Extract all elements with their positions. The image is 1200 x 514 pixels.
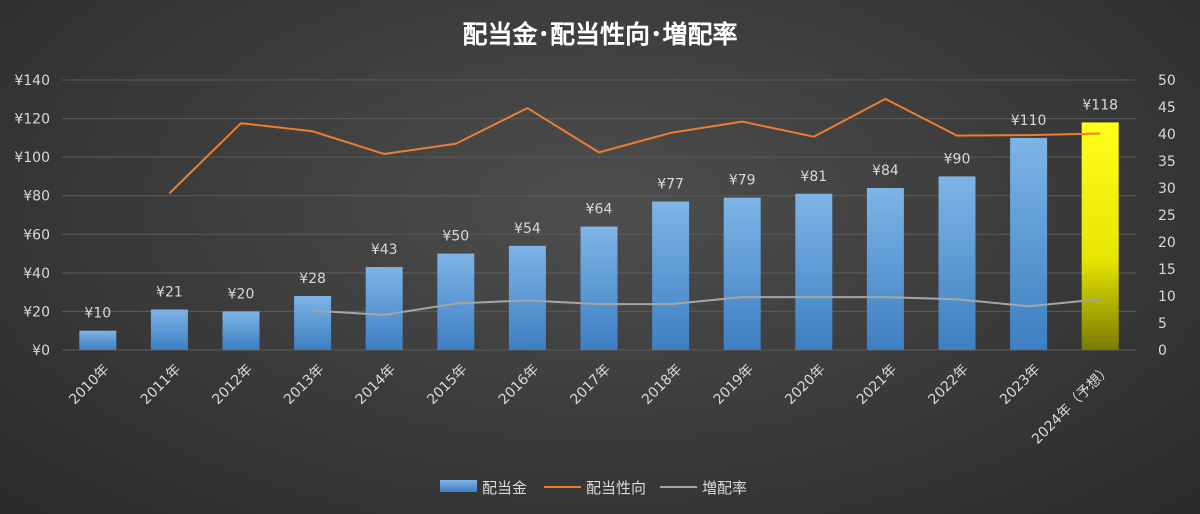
bar [294, 296, 332, 350]
bar-data-label: ¥21 [156, 285, 183, 301]
y-right-tick-label: 50 [1158, 73, 1176, 89]
x-tick-label: 2014年 [353, 362, 399, 408]
bar [580, 226, 618, 350]
bar-data-label: ¥28 [299, 271, 326, 287]
bar [795, 193, 833, 350]
bar-data-label: ¥43 [371, 242, 398, 258]
line-growth-rate [312, 296, 1101, 316]
bar [437, 253, 475, 350]
x-tick-label: 2020年 [782, 362, 828, 408]
y-left-tick-label: ¥60 [23, 227, 50, 243]
x-tick-label: 2023年 [997, 362, 1043, 408]
x-tick-label: 2011年 [138, 362, 184, 408]
legend-label: 増配率 [702, 479, 747, 497]
y-left-tick-label: ¥0 [32, 343, 50, 359]
x-tick-label: 2022年 [925, 362, 971, 408]
bar-data-label: ¥54 [514, 221, 541, 237]
y-axis-right: 0 5 10 15 20 25 30 35 40 45 50 [1158, 73, 1176, 359]
bar-data-label: ¥110 [1011, 113, 1047, 129]
line-series [168, 97, 1101, 316]
bar [79, 330, 117, 350]
bar-data-label: ¥10 [84, 306, 111, 322]
legend-label: 配当性向 [586, 479, 646, 497]
x-tick-label: 2013年 [281, 362, 327, 408]
legend-swatch-bar [440, 480, 477, 492]
x-tick-label: 2017年 [567, 362, 613, 408]
y-left-tick-label: ¥140 [14, 73, 50, 89]
legend: 配当金 配当性向 増配率 [440, 479, 747, 497]
bar-data-label: ¥81 [800, 169, 827, 185]
chart-title: 配当金･配当性向･増配率 [462, 20, 737, 49]
bar-data-label: ¥64 [586, 202, 613, 218]
bar-data-label: ¥20 [228, 286, 255, 302]
x-tick-label: 2024年（予想） [1029, 362, 1115, 448]
line-payout-ratio [168, 97, 1101, 195]
bar [723, 197, 761, 350]
bar [1010, 137, 1048, 350]
x-tick-label: 2018年 [639, 362, 685, 408]
bar-data-label: ¥79 [729, 173, 756, 189]
bar [938, 176, 976, 350]
bar-data-label: ¥90 [944, 151, 971, 167]
x-axis: 2010年 2011年 2012年 2013年 2014年 2015年 2016年 2017年… [66, 362, 1115, 448]
y-left-tick-label: ¥40 [23, 266, 50, 282]
y-left-tick-label: ¥80 [23, 189, 50, 205]
y-right-tick-label: 30 [1158, 181, 1176, 197]
bar [222, 311, 260, 350]
y-right-tick-label: 45 [1158, 100, 1176, 116]
x-tick-label: 2016年 [496, 362, 542, 408]
y-right-tick-label: 40 [1158, 127, 1176, 143]
y-right-tick-label: 20 [1158, 235, 1176, 251]
bar [365, 267, 403, 350]
bar [508, 245, 546, 350]
bar-data-label: ¥118 [1082, 97, 1118, 113]
bar-highlight [1081, 122, 1119, 350]
bar-data-label: ¥50 [442, 229, 469, 245]
x-tick-label: 2012年 [209, 362, 255, 408]
y-left-tick-label: ¥120 [14, 112, 50, 128]
y-right-tick-label: 10 [1158, 289, 1176, 305]
bar [652, 201, 690, 350]
legend-label: 配当金 [482, 479, 527, 497]
y-right-tick-label: 5 [1158, 316, 1167, 332]
bar [150, 309, 188, 350]
bar-series [79, 122, 1119, 350]
bar-data-labels: ¥10 ¥21 ¥20 ¥28 ¥43 ¥50 ¥54 ¥64 ¥77 ¥79 ¥81 ¥84 ¥90 ¥… [84, 97, 1118, 321]
y-right-tick-label: 15 [1158, 262, 1176, 278]
bar [866, 188, 904, 350]
y-right-tick-label: 35 [1158, 154, 1176, 170]
y-axis-left: ¥0 ¥20 ¥40 ¥60 ¥80 ¥100 ¥120 ¥140 [14, 73, 50, 359]
y-left-tick-label: ¥100 [14, 150, 50, 166]
y-left-tick-label: ¥20 [23, 304, 50, 320]
y-right-tick-label: 0 [1158, 343, 1167, 359]
x-tick-label: 2021年 [854, 362, 900, 408]
bar-data-label: ¥84 [872, 163, 899, 179]
x-tick-label: 2019年 [711, 362, 757, 408]
x-tick-label: 2015年 [424, 362, 470, 408]
y-right-tick-label: 25 [1158, 208, 1176, 224]
bar-data-label: ¥77 [657, 177, 684, 193]
x-tick-label: 2010年 [66, 362, 112, 408]
